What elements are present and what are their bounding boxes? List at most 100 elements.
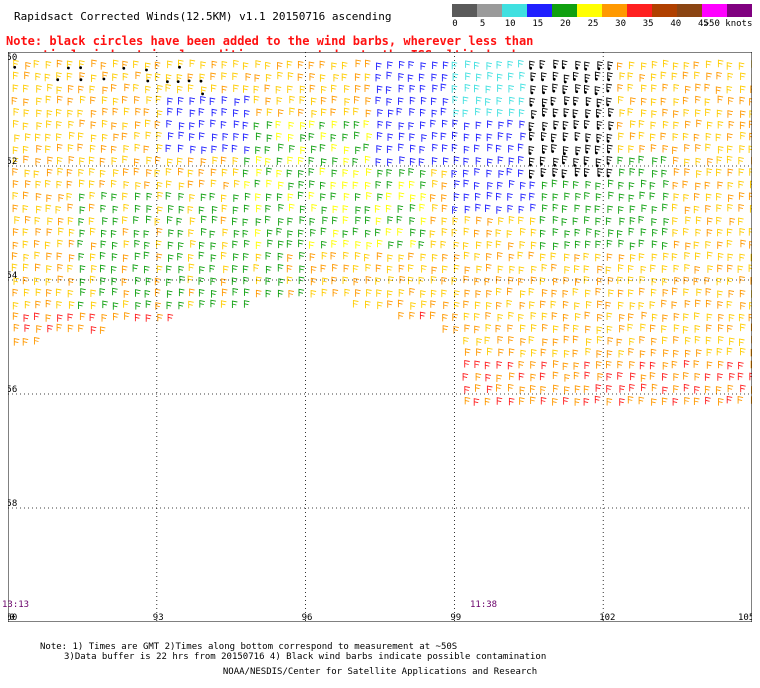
- wind-barb: [46, 265, 52, 273]
- wind-barb: [201, 215, 207, 223]
- wind-barb: [726, 395, 733, 404]
- flag-circle: [529, 103, 533, 107]
- wind-barb: [595, 193, 602, 201]
- wind-barb: [672, 287, 678, 296]
- wind-barb: [563, 323, 570, 332]
- wind-barb: [408, 122, 414, 130]
- wind-barb: [234, 179, 240, 188]
- flag-circle: [607, 78, 611, 82]
- wind-barb: [672, 146, 678, 154]
- wind-barb: [662, 120, 669, 129]
- wind-barb: [167, 97, 173, 106]
- wind-barb: [552, 338, 559, 346]
- wind-barb: [618, 193, 625, 202]
- wind-barb: [640, 323, 646, 332]
- wind-barb: [497, 84, 503, 92]
- wind-barb: [551, 143, 557, 152]
- wind-barb: [56, 108, 62, 117]
- wind-barb: [575, 278, 581, 286]
- wind-barb: [330, 251, 337, 260]
- wind-barb: [430, 289, 437, 298]
- wind-barb: [309, 84, 316, 93]
- wind-barb: [673, 385, 679, 393]
- wind-barb: [166, 290, 173, 298]
- wind-barb: [178, 131, 185, 139]
- wind-barb: [364, 155, 371, 164]
- wind-barb: [738, 361, 744, 370]
- flag-circle: [596, 115, 599, 118]
- wind-barb: [662, 314, 668, 322]
- wind-barb: [166, 119, 172, 128]
- wind-barb: [187, 205, 194, 214]
- wind-barb: [628, 194, 635, 202]
- wind-barb: [727, 168, 734, 177]
- wind-barb: [408, 264, 414, 272]
- wind-barb: [431, 109, 438, 118]
- wind-barb: [232, 240, 238, 249]
- wind-barb: [199, 179, 205, 188]
- wind-barb: [209, 230, 216, 238]
- wind-barb: [487, 182, 493, 190]
- wind-barb: [408, 252, 414, 260]
- wind-barb: [365, 263, 371, 272]
- wind-barb: [344, 98, 350, 106]
- wind-barb: [198, 206, 205, 214]
- wind-barb: [166, 265, 172, 273]
- wind-barb: [364, 84, 371, 92]
- wind-barb: [638, 215, 645, 224]
- wind-barb: [705, 132, 712, 141]
- wind-barb: [179, 275, 185, 284]
- wind-barb: [486, 241, 493, 249]
- wind-barb: [452, 73, 459, 81]
- wind-barb: [682, 326, 689, 334]
- wind-barb: [596, 350, 602, 358]
- wind-barb: [748, 228, 752, 236]
- wind-barb: [748, 313, 752, 322]
- wind-barb: [727, 253, 734, 261]
- wind-barb: [740, 384, 746, 393]
- wind-barb: [441, 276, 447, 285]
- wind-barb: [122, 254, 129, 262]
- wind-barb: [474, 61, 480, 70]
- wind-barb: [627, 108, 634, 116]
- wind-barb: [649, 361, 656, 370]
- wind-barb: [311, 97, 317, 106]
- wind-barb: [352, 264, 359, 273]
- legend-swatch: [452, 4, 477, 17]
- wind-barb: [530, 396, 536, 404]
- legend-label: 45: [697, 19, 709, 29]
- wind-barb: [242, 229, 249, 238]
- wind-barb: [23, 288, 30, 297]
- wind-barb: [639, 191, 646, 199]
- wind-barb: [221, 60, 228, 69]
- wind-barb: [35, 263, 41, 272]
- wind-barb: [442, 98, 449, 106]
- flag-circle: [573, 78, 576, 81]
- wind-barb: [353, 121, 360, 129]
- wind-barb: [253, 95, 260, 104]
- wind-barb: [420, 253, 427, 261]
- wind-barb: [518, 59, 524, 68]
- wind-barb: [399, 169, 405, 177]
- wind-barb: [564, 192, 570, 201]
- flag-circle: [606, 139, 610, 143]
- wind-barb: [320, 264, 327, 273]
- wind-barb: [586, 338, 592, 346]
- wind-barb: [35, 227, 42, 236]
- wind-barb: [189, 59, 196, 67]
- wind-barb: [58, 227, 64, 236]
- wind-barb: [277, 263, 284, 272]
- wind-barb: [630, 120, 636, 128]
- wind-barb: [56, 121, 62, 129]
- wind-barb: [485, 98, 491, 106]
- wind-barb: [100, 204, 106, 213]
- wind-barb: [463, 312, 470, 321]
- wind-barb: [518, 169, 524, 177]
- wind-barb: [540, 229, 546, 238]
- wind-barb: [365, 109, 372, 118]
- wind-barb: [629, 302, 636, 310]
- wind-barb: [705, 204, 711, 213]
- wind-barb: [343, 192, 350, 201]
- wind-barb: [693, 277, 700, 286]
- wind-barb: [453, 326, 459, 334]
